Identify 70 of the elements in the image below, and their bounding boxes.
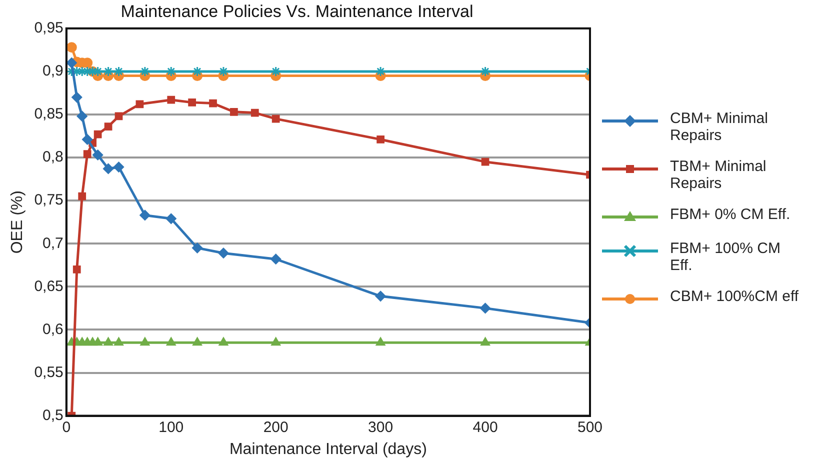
point — [92, 150, 104, 160]
point — [82, 134, 93, 145]
y-axis-title: OEE (%) — [9, 190, 26, 254]
point — [218, 337, 228, 346]
point — [72, 92, 82, 103]
point — [94, 130, 102, 138]
chart-title: Maintenance Policies Vs. Maintenance Interval — [120, 2, 474, 21]
y-tick-label: 0,55 — [34, 364, 64, 381]
point — [103, 163, 114, 174]
point — [376, 337, 386, 346]
point — [375, 66, 386, 77]
point — [230, 108, 238, 116]
x-tick-label: 400 — [472, 418, 498, 436]
point — [76, 66, 88, 77]
x-tick-label: 100 — [158, 418, 184, 436]
point — [78, 192, 86, 200]
y-tick-label: 0,65 — [34, 278, 64, 295]
y-tick-label: 0,7 — [42, 234, 64, 252]
x-tick-label: 200 — [263, 418, 288, 436]
point — [188, 98, 196, 106]
point — [66, 58, 77, 68]
point — [114, 162, 124, 172]
point — [250, 108, 259, 117]
point — [209, 99, 217, 108]
point — [166, 337, 176, 346]
y-tick-label: 0,95 — [34, 20, 64, 37]
y-tick-label: 0,6 — [42, 320, 64, 338]
y-tick-label: 0,9 — [42, 62, 64, 80]
x-tick-label: 500 — [577, 418, 603, 436]
point — [167, 96, 176, 104]
point — [218, 248, 229, 258]
point — [114, 337, 124, 346]
point — [104, 337, 113, 346]
point — [480, 302, 491, 314]
point — [218, 66, 229, 77]
point — [140, 210, 150, 220]
point — [376, 136, 384, 144]
point — [270, 254, 282, 264]
point — [114, 112, 123, 120]
legend-label: CBM+ Minimal Repairs — [670, 110, 769, 144]
point — [192, 242, 203, 254]
point — [76, 110, 88, 122]
legend-label: TBM+ Minimal Repairs — [670, 158, 768, 192]
point — [140, 337, 150, 346]
y-tick-label: 0,85 — [34, 106, 64, 123]
legend-label: CBM+ 100%CM eff — [670, 288, 799, 305]
legend-label: FBM+ 0% CM Eff. — [670, 206, 790, 223]
x-axis-title: Maintenance Interval (days) — [229, 440, 427, 458]
point — [192, 337, 202, 346]
point — [375, 290, 386, 302]
point — [140, 66, 150, 77]
point — [136, 100, 144, 108]
point — [72, 266, 81, 274]
point — [93, 337, 102, 346]
y-tick-label: 0,8 — [42, 148, 64, 166]
point — [83, 150, 92, 158]
y-tick-label: 0,75 — [34, 192, 64, 209]
x-tick-label: 0 — [62, 418, 71, 436]
point — [271, 337, 280, 346]
point — [166, 213, 176, 224]
y-tick-label: 0,5 — [42, 406, 64, 424]
legend-label: FBM+ 100% CM Eff. — [670, 240, 782, 274]
point — [104, 122, 112, 130]
point — [480, 337, 490, 346]
point — [66, 66, 77, 77]
point — [481, 158, 490, 166]
point — [66, 42, 77, 53]
x-tick-label: 300 — [368, 418, 394, 436]
point — [272, 114, 280, 123]
point — [166, 66, 176, 77]
